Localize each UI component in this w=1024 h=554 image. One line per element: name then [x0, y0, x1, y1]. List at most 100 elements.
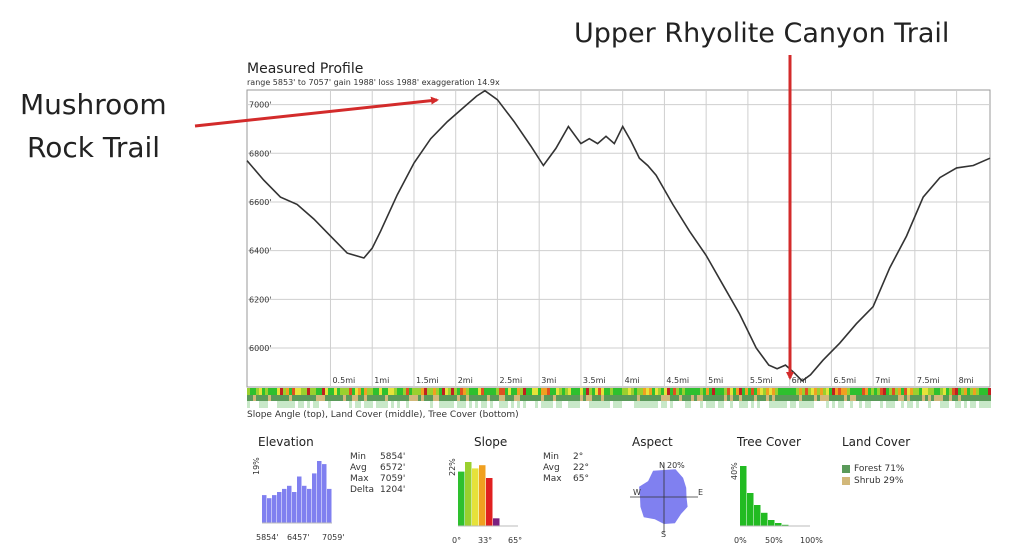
slope-strip-cell [643, 388, 646, 395]
landcover-strip-cell [700, 395, 703, 401]
legend-shrub: Shrub 29% [842, 475, 904, 487]
landcover-strip-cell [421, 395, 424, 401]
treecover-strip-cell [871, 401, 874, 408]
slope-strip-cell [619, 388, 622, 395]
landcover-strip-cell [346, 395, 349, 401]
slope-stats: Min 2° Avg 22° Max 65° [543, 452, 589, 485]
treecover-strip-cell [508, 401, 511, 408]
slope-strip-cell [463, 388, 466, 395]
landcover-strip-cell [292, 395, 295, 401]
slope-strip-cell [310, 388, 313, 395]
treecover-strip-cell [637, 401, 640, 408]
histogram-bar [272, 495, 277, 523]
aspect-label-n: N [659, 461, 665, 470]
slope-strip-cell [343, 388, 346, 395]
landcover-strip-cell [484, 395, 487, 401]
landcover-strip-cell [469, 395, 472, 401]
treecover-strip-cell [430, 401, 433, 408]
histogram-bar [312, 473, 317, 523]
slope-strip-cell [805, 388, 808, 395]
slope-strip-cell [922, 388, 925, 395]
x-tick-label: 6.5mi [833, 376, 856, 385]
treecover-strip-cell [412, 401, 415, 408]
histogram-bar [479, 465, 486, 526]
slope-strip-cell [541, 388, 544, 395]
aspect-label-w: W [633, 488, 641, 497]
treecover-strip-cell [922, 401, 925, 408]
treecover-strip-cell [310, 401, 313, 408]
landcover-strip-cell [361, 395, 364, 401]
treecover-strip-cell [793, 401, 796, 408]
slope-strip-cell [475, 388, 478, 395]
landcover-strip-cell [604, 395, 607, 401]
slope-strip-cell [580, 388, 583, 395]
treecover-strip-cell [715, 401, 718, 408]
x-tick-label: 6mi [792, 376, 807, 385]
histogram-x-label: 0% [734, 536, 747, 545]
landcover-strip-cell [727, 395, 730, 401]
treecover-strip-cell [409, 401, 412, 408]
landcover-strip-cell [553, 395, 556, 401]
slope-strip-cell [838, 388, 841, 395]
landcover-strip-cell [967, 395, 970, 401]
slope-strip-cell [403, 388, 406, 395]
treecover-strip-cell [949, 401, 952, 408]
slope-strip-cell [709, 388, 712, 395]
treecover-strip-cell [691, 401, 694, 408]
treecover-strip-cell [607, 401, 610, 408]
treecover-strip-cell [352, 401, 355, 408]
landcover-strip-cell [961, 395, 964, 401]
landcover-strip-cell [334, 395, 337, 401]
treecover-strip-cell [337, 401, 340, 408]
landcover-strip-cell [673, 395, 676, 401]
legend-forest: Forest 71% [842, 463, 904, 475]
slope-strip-cell [247, 388, 250, 395]
landcover-strip-cell [628, 395, 631, 401]
slope-strip-cell [502, 388, 505, 395]
slope-strip-cell [886, 388, 889, 395]
slope-strip-cell [748, 388, 751, 395]
histogram-bar [302, 485, 307, 523]
treecover-strip-cell [727, 401, 730, 408]
slope-strip-cell [427, 388, 430, 395]
treecover-strip-cell [910, 401, 913, 408]
treecover-strip-cell [577, 401, 580, 408]
landcover-strip-cell [793, 395, 796, 401]
landcover-strip-cell [952, 395, 955, 401]
landcover-strip-cell [703, 395, 706, 401]
slope-strip-cell [853, 388, 856, 395]
histogram-bar [292, 492, 297, 523]
treecover-strip-cell [475, 401, 478, 408]
landcover-strip-cell [304, 395, 307, 401]
treecover-strip-cell [250, 401, 253, 408]
slope-strip-cell [469, 388, 472, 395]
treecover-strip-cell [916, 401, 919, 408]
treecover-strip-cell [661, 401, 664, 408]
landcover-strip-cell [460, 395, 463, 401]
treecover-strip-cell [589, 401, 592, 408]
treecover-strip-cell [733, 401, 736, 408]
slope-strip-cell [967, 388, 970, 395]
histogram-bar [775, 523, 782, 526]
treecover-strip-cell [649, 401, 652, 408]
treecover-strip-cell [958, 401, 961, 408]
landcover-strip-cell [946, 395, 949, 401]
landcover-strip-cell [586, 395, 589, 401]
annotation-mushroom-line2: Rock Trail [27, 131, 161, 164]
treecover-strip-cell [559, 401, 562, 408]
slope-strip-cell [472, 388, 475, 395]
slope-strip-cell [289, 388, 292, 395]
landcover-strip-cell [814, 395, 817, 401]
treecover-strip-cell [838, 401, 841, 408]
slope-strip-cell [970, 388, 973, 395]
slope-strip-cell [751, 388, 754, 395]
slope-strip-cell [460, 388, 463, 395]
treecover-strip-cell [289, 401, 292, 408]
slope-strip-cell [859, 388, 862, 395]
slope-strip-cell [763, 388, 766, 395]
treecover-strip-cell [394, 401, 397, 408]
treecover-strip-cell [808, 401, 811, 408]
slope-strip-cell [436, 388, 439, 395]
slope-strip-cell [442, 388, 445, 395]
landcover-strip-cell [316, 395, 319, 401]
